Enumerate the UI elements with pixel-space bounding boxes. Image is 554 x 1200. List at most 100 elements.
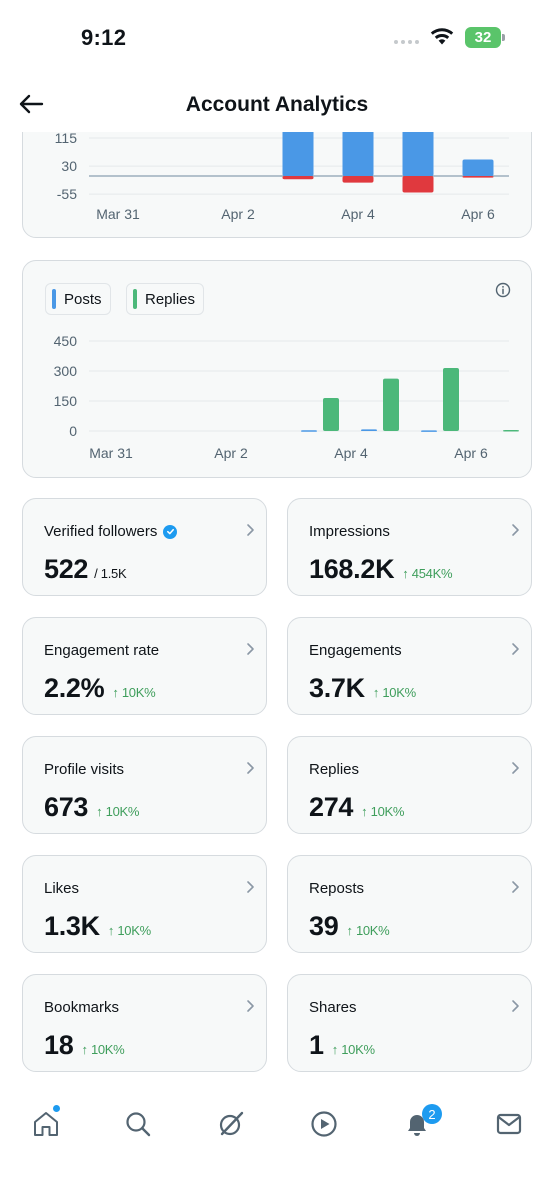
x-tick-label: Apr 6 [454,445,488,461]
metric-label-wrap: Profile visits [44,761,124,778]
chevron-right-icon [512,762,519,774]
metric-value-row: 274 ↑ 10K% [309,792,404,823]
metric-label-wrap: Reposts [309,880,364,897]
back-button[interactable] [18,92,46,116]
metric-value: 1.3K [44,911,100,941]
metric-label: Bookmarks [44,999,120,1016]
chevron-right-icon [247,1000,254,1012]
y-tick-label: -55 [57,186,77,202]
replies-bar-apr-6 [503,430,519,432]
metric-change: ↑ 10K% [96,804,140,819]
metric-value: 3.7K [309,673,365,703]
chevron-right-icon [512,1000,519,1012]
x-tick-label: Mar 31 [89,445,133,461]
tab-notifications[interactable] [401,1108,433,1140]
metric-label: Shares [309,999,357,1016]
metric-value: 522 [44,554,89,584]
metric-label-wrap: Engagements [309,642,402,659]
metric-label: Profile visits [44,761,125,778]
posts-bar-apr-4 [361,429,377,431]
info-icon[interactable] [495,282,511,298]
metric-value-row: 1.3K ↑ 10K% [44,911,151,942]
metric-card-bookmarks[interactable]: Bookmarks 18 ↑ 10K% [22,974,267,1072]
metric-label: Reposts [309,880,365,897]
y-tick-label: 30 [61,158,77,174]
metric-change: ↑ 10K% [361,804,405,819]
tab-home[interactable] [30,1108,62,1140]
metric-label-wrap: Likes [44,880,79,897]
negative-bar-apr-5 [402,176,434,193]
y-tick-label: 300 [54,363,78,379]
x-tick-label: Mar 31 [96,206,140,222]
x-tick-label: Apr 4 [341,206,375,222]
legend-replies-label: Replies [145,290,196,308]
x-tick-label: Apr 6 [461,206,495,222]
metric-label: Likes [44,880,80,897]
x-tick-label: Apr 4 [334,445,368,461]
metric-change: ↑ 10K% [331,1042,375,1057]
page-title: Account Analytics [185,93,369,116]
notification-count-badge: 2 [422,1104,442,1124]
metric-value-row: 673 ↑ 10K% [44,792,139,823]
metric-value: 18 [44,1030,74,1060]
legend-replies[interactable]: Replies [126,283,205,315]
metric-value-row: 522 / 1.5K [44,554,127,585]
metric-value: 39 [309,911,339,941]
metric-card-reposts[interactable]: Reposts 39 ↑ 10K% [287,855,532,953]
bottom-tab-bar [0,1090,554,1200]
home-icon [34,1112,58,1136]
y-tick-label: 450 [54,333,78,349]
metric-label-wrap: Engagement rate [44,642,159,659]
metric-card-shares[interactable]: Shares 1 ↑ 10K% [287,974,532,1072]
tab-messages[interactable] [493,1108,525,1140]
negative-bar-apr-4 [342,176,374,183]
messages-icon [496,1113,522,1135]
home-unread-dot [53,1105,60,1112]
video-icon [311,1111,337,1137]
replies-bar-apr-4 [383,378,399,431]
posts-swatch [52,289,56,309]
metric-card-engagements[interactable]: Engagements 3.7K ↑ 10K% [287,617,532,715]
y-tick-label: 150 [54,393,78,409]
metric-value: 1 [309,1030,324,1060]
chevron-right-icon [512,881,519,893]
tab-video[interactable] [308,1108,340,1140]
app-header: Account Analytics [0,70,554,132]
metric-card-verified-followers[interactable]: Verified followers 522 / 1.5K [22,498,267,596]
tab-search[interactable] [122,1108,154,1140]
posts-replies-chart: 450 300 150 0 Mar 31 Apr 2 Apr 4 Apr 6 [54,333,519,461]
status-bar: 9:12 32 [0,0,554,70]
metric-change: ↑ 10K% [107,923,151,938]
legend-posts-label: Posts [64,290,102,308]
wifi-icon [430,28,454,45]
metric-value-row: 168.2K ↑ 454K% [309,554,453,585]
tab-grok[interactable] [215,1108,247,1140]
battery-level: 32 [465,27,501,48]
metric-card-impressions[interactable]: Impressions 168.2K ↑ 454K% [287,498,532,596]
notifications-icon [408,1115,426,1136]
metric-value: 168.2K [309,554,395,584]
metric-label: Engagements [309,642,402,659]
metric-change: ↑ 10K% [112,685,156,700]
metric-change: ↑ 454K% [402,566,453,581]
posts-replies-chart-card: Posts Replies 450 300 150 0 Mar 31 Apr 2 Apr 4… [22,260,532,478]
metric-value: 274 [309,792,354,822]
metric-card-profile-visits[interactable]: Profile visits 673 ↑ 10K% [22,736,267,834]
replies-bar-apr-5 [443,368,459,431]
y-tick-label: 0 [69,423,77,439]
positive-bar-apr-6 [462,159,494,176]
metric-card-likes[interactable]: Likes 1.3K ↑ 10K% [22,855,267,953]
posts-bar-apr-3 [301,430,317,432]
metric-label-wrap: Shares [309,999,357,1016]
metric-value-row: 18 ↑ 10K% [44,1030,125,1061]
metric-card-replies[interactable]: Replies 274 ↑ 10K% [287,736,532,834]
negative-bar-apr-3 [282,176,314,180]
metric-value-row: 3.7K ↑ 10K% [309,673,416,704]
replies-bar-apr-3 [323,398,339,431]
metric-label-wrap: Impressions [309,523,390,540]
metric-change: ↑ 10K% [372,685,416,700]
metric-card-engagement-rate[interactable]: Engagement rate 2.2% ↑ 10K% [22,617,267,715]
legend-posts[interactable]: Posts [45,283,111,315]
chevron-right-icon [247,524,254,536]
metric-label: Replies [309,761,360,778]
